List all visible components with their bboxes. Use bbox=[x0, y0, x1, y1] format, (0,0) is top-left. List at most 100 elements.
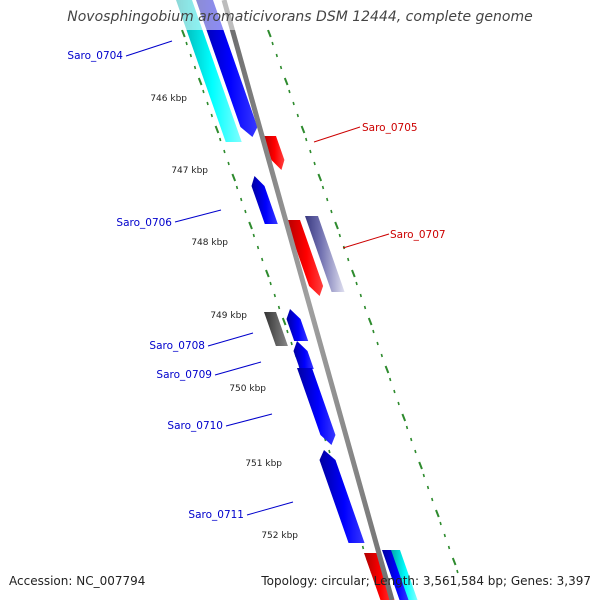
gene-partial-blue[interactable] bbox=[382, 550, 410, 600]
ruler-tick bbox=[321, 185, 325, 190]
ruler-tick bbox=[267, 29, 272, 38]
gene-saro-0710[interactable] bbox=[297, 368, 336, 445]
ruler-tick bbox=[410, 437, 413, 442]
ruler-tick bbox=[261, 257, 264, 262]
ruler-tick bbox=[367, 317, 373, 326]
gene-saro-0707-neighbor[interactable] bbox=[305, 216, 345, 292]
gene-label-saro-0710[interactable]: Saro_0710 bbox=[167, 420, 223, 432]
label-leader-saro-0708 bbox=[207, 332, 254, 347]
ruler-tick bbox=[418, 461, 423, 470]
ruler-tick bbox=[334, 221, 339, 230]
gene-label-saro-0707[interactable]: Saro_0707 bbox=[390, 229, 446, 241]
label-leader-saro-0711 bbox=[246, 501, 294, 516]
ruler-labels: 746 kbp 747 kbp 748 kbp 749 kbp 750 kbp 751 k… bbox=[150, 94, 298, 541]
kbp-label: 752 kbp bbox=[261, 531, 298, 541]
ruler-tick bbox=[189, 53, 192, 58]
ruler-tick bbox=[426, 485, 430, 490]
ruler-tick bbox=[405, 425, 409, 430]
label-leader-saro-0705 bbox=[313, 126, 361, 143]
ruler-tick bbox=[380, 353, 383, 358]
kbp-label: 750 kbp bbox=[229, 384, 266, 394]
ruler-tick bbox=[283, 77, 289, 86]
ruler-line-right bbox=[267, 29, 459, 574]
ruler-tick bbox=[422, 473, 425, 478]
ruler-tick bbox=[300, 125, 306, 134]
ruler-tick bbox=[359, 293, 362, 298]
kbp-label: 747 kbp bbox=[171, 166, 208, 176]
gene-label-saro-0705[interactable]: Saro_0705 bbox=[362, 122, 418, 134]
ruler-tick bbox=[281, 317, 287, 326]
ruler-tick bbox=[363, 305, 367, 310]
gene-label-saro-0711[interactable]: Saro_0711 bbox=[188, 509, 244, 521]
ruler-tick bbox=[219, 137, 222, 142]
ruler-tick bbox=[288, 89, 291, 94]
ruler-tick bbox=[456, 569, 459, 574]
gene-partial-cyan[interactable] bbox=[391, 550, 418, 600]
gene-saro-0711[interactable] bbox=[319, 450, 365, 543]
ruler-tick bbox=[361, 545, 365, 550]
ruler-tick bbox=[351, 269, 356, 278]
gene-label-saro-0704[interactable]: Saro_0704 bbox=[67, 50, 123, 62]
gene-label-saro-0706[interactable]: Saro_0706 bbox=[116, 217, 172, 229]
gene-saro-0706[interactable] bbox=[251, 176, 278, 224]
ruler-tick bbox=[210, 113, 213, 118]
ruler-tick bbox=[443, 533, 446, 538]
ruler-tick bbox=[206, 101, 209, 106]
gene-saro-0704-highlight[interactable] bbox=[176, 0, 242, 142]
gene-saro-0707[interactable] bbox=[286, 220, 324, 296]
ruler-tick bbox=[330, 209, 333, 214]
label-leader-saro-0706 bbox=[174, 209, 222, 223]
ruler-tick bbox=[414, 449, 417, 454]
gene-label-saro-0708[interactable]: Saro_0708 bbox=[149, 340, 205, 352]
ruler-tick bbox=[235, 185, 239, 190]
ruler-tick bbox=[286, 329, 289, 334]
ruler-tick bbox=[328, 449, 331, 454]
ruler-tick bbox=[347, 257, 350, 262]
ruler-tick bbox=[292, 101, 295, 106]
ruler-tick bbox=[384, 365, 390, 374]
ruler-tick bbox=[202, 89, 205, 94]
ruler-tick bbox=[290, 341, 293, 346]
ruler-tick bbox=[275, 53, 278, 58]
ruler-tick bbox=[223, 149, 226, 154]
ruler-tick bbox=[397, 401, 400, 406]
gene-saro-0705[interactable] bbox=[263, 136, 285, 170]
map-title: Novosphingobium aromaticivorans DSM 1244… bbox=[67, 9, 533, 25]
ruler-tick bbox=[244, 209, 247, 214]
ruler-tick bbox=[214, 125, 220, 134]
gene-label-saro-0709[interactable]: Saro_0709 bbox=[156, 369, 212, 381]
ruler-tick bbox=[372, 329, 375, 334]
gene-labels: Saro_0704 Saro_0705 Saro_0706 Saro_0707 Saro… bbox=[67, 40, 446, 521]
ruler-tick bbox=[227, 161, 230, 166]
ruler-tick bbox=[376, 341, 379, 346]
ruler-tick bbox=[431, 497, 434, 502]
ruler-tick bbox=[240, 197, 243, 202]
ruler-tick bbox=[181, 29, 186, 38]
ruler-tick bbox=[271, 41, 274, 46]
kbp-label: 748 kbp bbox=[191, 238, 228, 248]
ruler-tick bbox=[265, 269, 270, 278]
label-leader-saro-0704 bbox=[125, 40, 173, 57]
ruler-tick bbox=[231, 173, 237, 182]
ruler-tick bbox=[296, 113, 299, 118]
label-leader-saro-0707 bbox=[342, 233, 390, 249]
gene-saro-0704[interactable] bbox=[196, 0, 258, 137]
ruler-tick bbox=[277, 305, 281, 310]
genome-backbone bbox=[221, 0, 395, 601]
ruler-tick bbox=[309, 149, 312, 154]
ruler-tick bbox=[355, 281, 358, 286]
ruler-tick bbox=[338, 233, 341, 238]
gene-saro-0708[interactable] bbox=[264, 312, 288, 346]
accession-label: Accession: NC_007794 bbox=[9, 574, 146, 588]
gene-saro-0709[interactable] bbox=[293, 341, 314, 369]
ruler-tick bbox=[197, 77, 203, 86]
ruler-tick bbox=[393, 389, 396, 394]
ruler-tick bbox=[435, 509, 440, 518]
ruler-tick bbox=[317, 173, 323, 182]
label-leader-saro-0709 bbox=[214, 361, 262, 376]
gene-saro-0708-partner[interactable] bbox=[286, 309, 309, 341]
kbp-label: 746 kbp bbox=[150, 94, 187, 104]
